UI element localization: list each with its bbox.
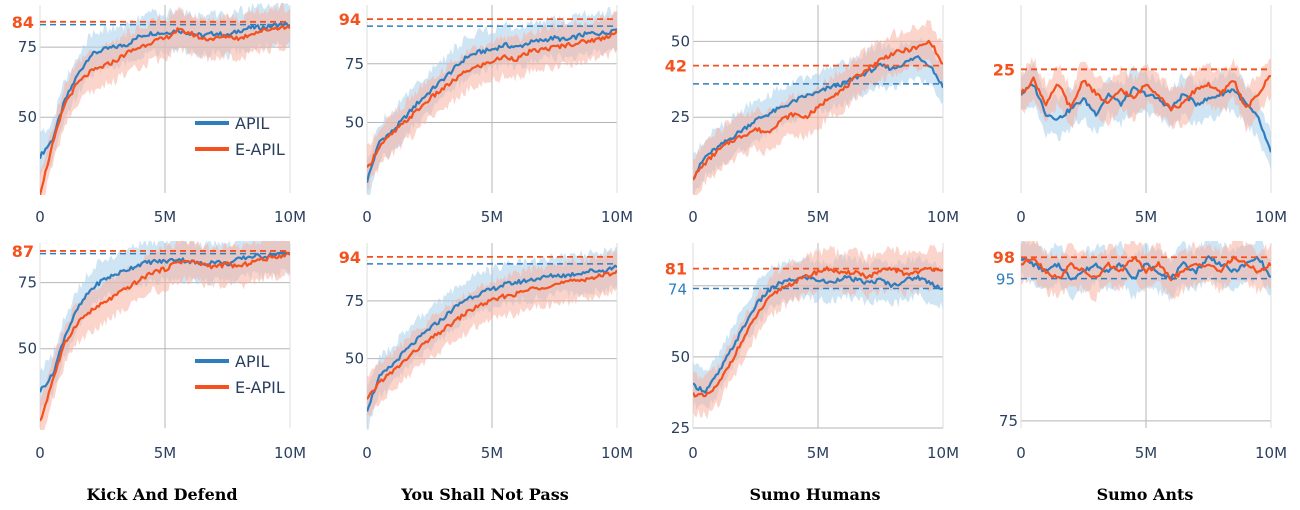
x-tick-label: 5M (807, 444, 830, 462)
eapil-line (1021, 255, 1271, 282)
x-tick-label: 0 (1016, 208, 1026, 226)
y-tick-label: 75 (18, 38, 37, 56)
x-tick-label: 10M (927, 444, 959, 462)
eapil-band (40, 241, 290, 430)
y-tick-label: 25 (671, 108, 690, 126)
eapil-band (367, 250, 617, 418)
x-tick-label: 10M (927, 208, 959, 226)
ref-value-label: 87 (12, 242, 34, 261)
x-tick-label: 5M (1135, 208, 1158, 226)
eapil-line (693, 39, 943, 181)
x-tick-label: 0 (35, 208, 45, 226)
legend-eapil-label: E-APIL (235, 378, 285, 397)
apil-line (1021, 255, 1271, 281)
x-tick-label: 5M (154, 208, 177, 226)
column-title: You Shall Not Pass (400, 485, 568, 504)
panel-4: 25 0 5M 10M (993, 5, 1287, 226)
legend-eapil-label: E-APIL (235, 140, 285, 159)
x-tick-label: 5M (807, 208, 830, 226)
x-tick-label: 5M (481, 208, 504, 226)
panel-1: 50 75 84 0 5M 10M APIL E-APIL (12, 3, 306, 226)
ref-value-label: 74 (668, 281, 687, 299)
panel-3: 25 50 42 0 5M 10M (665, 5, 959, 226)
plot-area (693, 19, 943, 195)
apil-line (367, 28, 617, 183)
plot-area (40, 3, 290, 195)
eapil-line (40, 251, 290, 422)
y-tick-label: 50 (671, 32, 690, 50)
apil-line (693, 55, 943, 181)
y-tick-label: 75 (999, 412, 1018, 430)
ref-value-label: 98 (993, 248, 1015, 267)
plot-area (367, 246, 617, 430)
y-tick-label: 75 (345, 55, 364, 73)
legend: APIL E-APIL (195, 352, 285, 397)
eapil-line (1021, 74, 1271, 112)
apil-line (367, 264, 617, 412)
y-tick-label: 50 (18, 340, 37, 358)
panel-7: 25 50 81 74 0 5M 10M (665, 243, 959, 462)
x-tick-label: 10M (274, 208, 306, 226)
column-title: Sumo Humans (749, 485, 880, 504)
eapil-band (367, 11, 617, 191)
legend: APIL E-APIL (195, 114, 285, 159)
panel-5: 50 75 87 0 5M 10M APIL E-APIL (12, 241, 306, 462)
apil-line (693, 274, 943, 394)
eapil-line (40, 25, 290, 195)
x-tick-label: 0 (688, 444, 698, 462)
y-tick-label: 75 (345, 292, 364, 310)
x-tick-label: 0 (1016, 444, 1026, 462)
eapil-line (367, 269, 617, 400)
plot-area (367, 6, 617, 195)
x-tick-label: 10M (1255, 444, 1287, 462)
x-tick-label: 10M (601, 208, 633, 226)
y-tick-label: 50 (345, 114, 364, 132)
y-tick-label: 50 (18, 108, 37, 126)
x-tick-label: 5M (481, 444, 504, 462)
x-tick-label: 0 (688, 208, 698, 226)
ref-value-label: 94 (339, 10, 361, 29)
panel-8: 75 98 95 0 5M 10M (993, 241, 1287, 462)
ref-value-label: 94 (339, 248, 361, 267)
x-tick-label: 5M (1135, 444, 1158, 462)
ref-value-label: 42 (665, 57, 687, 76)
eapil-line (693, 266, 943, 398)
x-tick-label: 0 (362, 208, 372, 226)
legend-apil-label: APIL (235, 352, 269, 371)
plot-area (40, 241, 290, 430)
column-title: Kick And Defend (86, 485, 237, 504)
plot-area (693, 244, 943, 420)
eapil-line (367, 29, 617, 169)
x-tick-label: 0 (362, 444, 372, 462)
ref-value-label: 25 (993, 60, 1015, 79)
apil-line (40, 22, 290, 160)
ref-value-label: 81 (665, 260, 687, 279)
panel-2: 50 75 94 0 5M 10M (339, 5, 633, 226)
plot-area (1021, 57, 1271, 171)
x-tick-label: 10M (1255, 208, 1287, 226)
y-tick-label: 75 (18, 274, 37, 292)
y-tick-label: 50 (345, 350, 364, 368)
ref-value-label: 84 (12, 13, 34, 32)
x-tick-label: 10M (274, 444, 306, 462)
x-tick-label: 0 (35, 444, 45, 462)
ref-value-label: 95 (996, 271, 1015, 289)
column-title: Sumo Ants (1097, 485, 1194, 504)
panel-6: 50 75 94 0 5M 10M (339, 243, 633, 462)
x-tick-label: 10M (601, 444, 633, 462)
apil-band (693, 254, 943, 410)
legend-apil-label: APIL (235, 114, 269, 133)
apil-line (40, 250, 290, 393)
apil-line (1021, 83, 1271, 153)
y-tick-label: 50 (671, 348, 690, 366)
x-tick-label: 5M (154, 444, 177, 462)
y-tick-label: 25 (671, 419, 690, 437)
eapil-band (693, 244, 943, 420)
